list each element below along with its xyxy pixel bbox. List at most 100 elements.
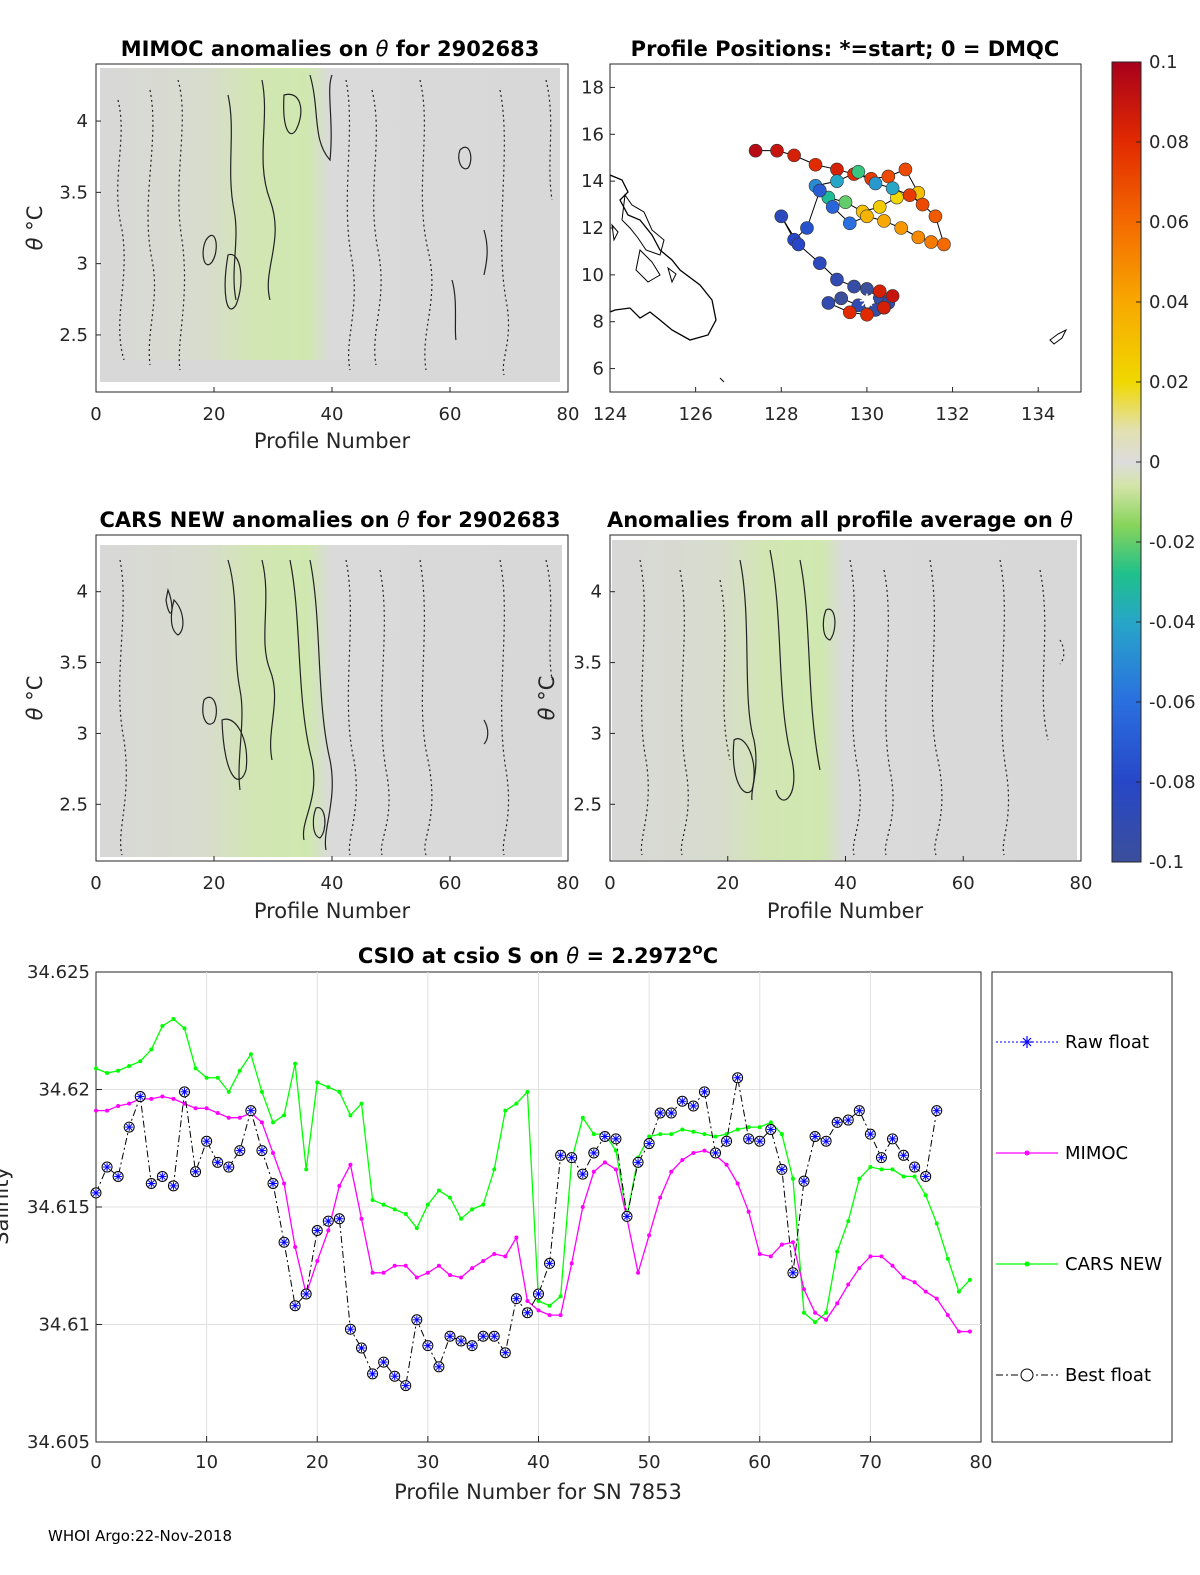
series-point bbox=[370, 1197, 375, 1202]
series-point bbox=[768, 1120, 773, 1125]
series-point bbox=[116, 1068, 121, 1073]
series-point bbox=[691, 1129, 696, 1134]
csio-xlabel: Profile Number for SN 7853 bbox=[394, 1480, 682, 1504]
best-float-point bbox=[864, 1128, 876, 1140]
best-float-point bbox=[732, 1072, 744, 1084]
series-point bbox=[923, 1193, 928, 1198]
best-float-point bbox=[898, 1149, 910, 1161]
best-float-point bbox=[654, 1107, 666, 1119]
best-float-point bbox=[433, 1361, 445, 1373]
legend-item: CARS NEW bbox=[996, 1254, 1162, 1275]
series-point bbox=[702, 1132, 707, 1137]
series-point bbox=[558, 1313, 563, 1318]
csio-panel: CSIO at csio S on θ = 2.2972oC 0 10 20 30 40… bbox=[0, 940, 992, 1504]
best-float-point bbox=[499, 1347, 511, 1359]
series-point bbox=[602, 1160, 607, 1165]
series-point bbox=[326, 1228, 331, 1233]
allavg-field bbox=[612, 540, 1077, 860]
series-point bbox=[348, 1162, 353, 1167]
position-point bbox=[800, 221, 814, 235]
cars-ytick-label: 4 bbox=[77, 582, 88, 603]
series-point bbox=[613, 1167, 618, 1172]
series-point bbox=[271, 1150, 275, 1155]
best-float-point bbox=[466, 1340, 478, 1352]
colorbar-tick-label: -0.02 bbox=[1149, 532, 1196, 553]
position-point bbox=[834, 291, 849, 306]
position-point bbox=[791, 237, 806, 252]
series-point bbox=[967, 1329, 972, 1334]
position-point bbox=[928, 209, 943, 224]
colorbar-tick-label: 0.06 bbox=[1149, 212, 1189, 233]
best-float-point bbox=[588, 1147, 600, 1159]
position-point bbox=[924, 235, 938, 249]
positions-ytick-label: 12 bbox=[581, 218, 604, 239]
heatmap-axes: 0 20 40 60 802.533.540 20 40 60 802.533.540 20 40 6… bbox=[59, 111, 1092, 894]
series-point bbox=[348, 1113, 353, 1118]
csio-axes: 0 10 20 30 40 50 60 70 80 34.605 34.61 34.615 34.62 3… bbox=[27, 962, 992, 1473]
series-point bbox=[591, 1169, 596, 1174]
series-point bbox=[857, 1266, 862, 1271]
footer-stamp: WHOI Argo:22-Nov-2018 bbox=[48, 1527, 232, 1545]
series-point bbox=[370, 1270, 375, 1275]
colorbar-tick-label: -0.04 bbox=[1149, 612, 1196, 633]
series-point bbox=[414, 1275, 419, 1280]
series-point bbox=[149, 1047, 154, 1052]
series-point bbox=[315, 1080, 320, 1085]
series-point bbox=[591, 1132, 596, 1137]
best-float-point bbox=[156, 1170, 168, 1182]
series-point bbox=[757, 1252, 762, 1256]
series-point bbox=[127, 1064, 132, 1068]
best-float-point bbox=[853, 1105, 865, 1117]
best-float-point bbox=[267, 1178, 279, 1189]
series-point bbox=[525, 1299, 530, 1303]
series-cars-new bbox=[94, 1017, 972, 1325]
best-float-point bbox=[488, 1330, 500, 1342]
best-float-point bbox=[842, 1114, 854, 1126]
best-float-point bbox=[931, 1105, 943, 1117]
series-point bbox=[359, 1216, 364, 1221]
csio-ytick-label: 34.625 bbox=[27, 962, 90, 983]
series-point bbox=[381, 1202, 386, 1207]
series-point bbox=[94, 1066, 98, 1071]
series-point bbox=[779, 1132, 784, 1137]
series-point bbox=[337, 1089, 342, 1094]
series-point bbox=[702, 1148, 707, 1153]
csio-xtick-label: 0 bbox=[90, 1452, 101, 1473]
series-point bbox=[757, 1125, 762, 1130]
positions-xtick-label: 130 bbox=[850, 404, 884, 425]
csio-ytick-label: 34.605 bbox=[27, 1432, 90, 1453]
mimoc-xtick-label: 0 bbox=[90, 404, 101, 425]
best-float-point bbox=[344, 1323, 356, 1335]
position-point bbox=[774, 209, 789, 224]
series-point bbox=[171, 1017, 176, 1021]
series-line bbox=[95, 1018, 971, 1324]
position-point bbox=[842, 305, 857, 320]
legend-items: Raw float MIMOC CARS NEW Best float bbox=[996, 1032, 1162, 1386]
position-point bbox=[885, 289, 900, 303]
cars-ytick-label: 3.5 bbox=[59, 653, 88, 674]
position-point bbox=[894, 221, 908, 235]
cars-xtick-label: 20 bbox=[203, 873, 226, 894]
position-point bbox=[872, 200, 887, 214]
allavg-xtick-label: 80 bbox=[1070, 873, 1093, 894]
series-point bbox=[680, 1158, 685, 1162]
mimoc-xtick-label: 80 bbox=[557, 404, 580, 425]
legend-item: MIMOC bbox=[996, 1143, 1128, 1164]
position-point bbox=[872, 284, 887, 299]
positions-y-axis: 6 8 10 12 14 16 18 bbox=[581, 77, 615, 380]
series-point bbox=[337, 1183, 342, 1188]
position-point bbox=[860, 209, 874, 224]
series-point bbox=[392, 1263, 397, 1268]
best-float-point bbox=[599, 1131, 611, 1142]
best-float-point bbox=[90, 1187, 102, 1199]
mimoc-xtick-label: 40 bbox=[321, 404, 344, 425]
colorbar-tick-label: -0.1 bbox=[1149, 852, 1184, 873]
series-point bbox=[204, 1106, 209, 1111]
best-float-point bbox=[643, 1138, 655, 1150]
series-point bbox=[547, 1313, 552, 1318]
series-point bbox=[934, 1296, 939, 1301]
series-point bbox=[149, 1096, 154, 1101]
best-float-point bbox=[278, 1236, 290, 1248]
allavg-ytick-label: 2.5 bbox=[573, 794, 602, 815]
series-point bbox=[481, 1202, 486, 1207]
